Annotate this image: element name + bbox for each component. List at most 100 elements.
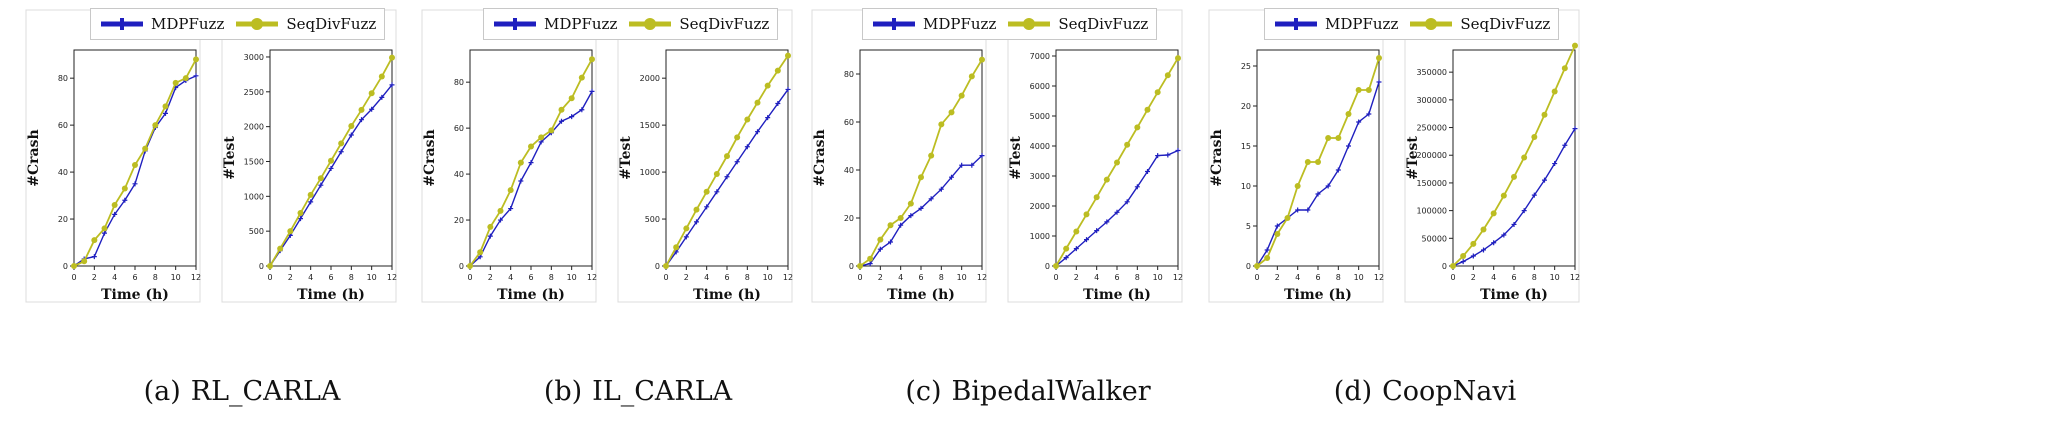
x-tick-label: 0 xyxy=(71,273,76,282)
y-axis-label: #Crash xyxy=(1209,129,1225,186)
x-tick-label: 8 xyxy=(745,273,750,282)
data-point-seqdivfuzz xyxy=(1345,111,1352,117)
data-point-seqdivfuzz xyxy=(1134,124,1141,131)
data-point-mdpfuzz xyxy=(1114,209,1120,215)
data-point-mdpfuzz xyxy=(1165,152,1171,158)
legend-label-seqdivfuzz: SeqDivFuzz xyxy=(1460,15,1551,33)
data-point-seqdivfuzz xyxy=(734,134,741,141)
data-point-seqdivfuzz xyxy=(101,225,108,232)
data-point-mdpfuzz xyxy=(1145,169,1150,174)
data-point-seqdivfuzz xyxy=(589,56,595,63)
data-point-mdpfuzz xyxy=(308,199,314,205)
legend-item-mdpfuzz: MDPFuzz xyxy=(1273,15,1398,33)
legend: MDPFuzz SeqDivFuzz xyxy=(1264,8,1560,40)
x-tick-label: 10 xyxy=(1354,273,1364,282)
data-point-seqdivfuzz xyxy=(764,82,771,89)
data-point-seqdivfuzz xyxy=(568,95,575,102)
data-point-mdpfuzz xyxy=(1542,177,1547,183)
x-tick-label: 8 xyxy=(1532,273,1537,282)
subplot-frame xyxy=(221,9,397,303)
data-point-mdpfuzz xyxy=(369,106,375,112)
data-point-seqdivfuzz xyxy=(948,109,955,116)
panel-caption: (d) CoopNavi xyxy=(1175,376,1675,407)
data-point-mdpfuzz xyxy=(1346,143,1351,149)
y-tick-label: 20 xyxy=(1241,102,1251,111)
data-point-seqdivfuzz xyxy=(1490,210,1497,217)
x-tick-label: 2 xyxy=(92,273,97,282)
y-tick-label: 60 xyxy=(58,121,68,130)
x-tick-label: 12 xyxy=(783,273,793,282)
x-axis-label: Time (h) xyxy=(887,287,955,303)
y-tick-label: 20 xyxy=(58,215,68,224)
data-point-mdpfuzz xyxy=(928,196,934,202)
y-tick-label: 1000 xyxy=(640,168,660,177)
data-point-seqdivfuzz xyxy=(928,152,935,159)
data-point-seqdivfuzz xyxy=(538,134,545,141)
legend-label-mdpfuzz: MDPFuzz xyxy=(1325,15,1399,33)
data-point-mdpfuzz xyxy=(1124,199,1130,205)
x-tick-label: 8 xyxy=(153,273,158,282)
x-tick-label: 6 xyxy=(328,273,333,282)
data-point-seqdivfuzz xyxy=(713,170,720,177)
y-tick-label: 1500 xyxy=(244,157,264,166)
subplot-frame xyxy=(617,9,793,303)
data-point-mdpfuzz xyxy=(704,204,710,210)
data-point-mdpfuzz xyxy=(579,107,585,113)
y-axis-label: #Test xyxy=(222,136,238,180)
data-point-mdpfuzz xyxy=(193,73,199,79)
data-point-mdpfuzz xyxy=(765,115,771,121)
data-point-seqdivfuzz xyxy=(703,188,710,195)
caption-tag: (a) xyxy=(143,376,181,407)
data-point-seqdivfuzz xyxy=(1114,159,1120,166)
legend: MDPFuzz SeqDivFuzz xyxy=(90,8,386,40)
data-point-mdpfuzz xyxy=(867,261,873,267)
data-point-seqdivfuzz xyxy=(1093,194,1100,201)
data-point-mdpfuzz xyxy=(1073,246,1079,252)
y-tick-label: 80 xyxy=(454,78,464,87)
legend-label-seqdivfuzz: SeqDivFuzz xyxy=(1058,15,1149,33)
data-point-seqdivfuzz xyxy=(578,74,585,81)
data-point-seqdivfuzz xyxy=(528,143,534,150)
legend-swatch-seqdivfuzz xyxy=(629,18,672,30)
y-tick-label: 1000 xyxy=(1030,232,1050,241)
data-point-mdpfuzz xyxy=(1315,191,1321,197)
y-tick-label: 60 xyxy=(454,124,464,133)
data-point-seqdivfuzz xyxy=(958,92,965,99)
x-axis-label: Time (h) xyxy=(1480,287,1548,303)
x-tick-label: 0 xyxy=(1254,273,1259,282)
data-point-seqdivfuzz xyxy=(1480,226,1487,233)
data-point-seqdivfuzz xyxy=(338,140,345,147)
caption-name: BipedalWalker xyxy=(951,376,1151,407)
data-point-seqdivfuzz xyxy=(1264,255,1271,261)
data-point-seqdivfuzz xyxy=(297,210,304,217)
legend-item-mdpfuzz: MDPFuzz xyxy=(871,15,996,33)
data-point-mdpfuzz xyxy=(1531,192,1537,198)
y-tick-label: 2000 xyxy=(1030,202,1050,211)
data-point-seqdivfuzz xyxy=(487,223,494,230)
y-tick-label: 7000 xyxy=(1030,52,1050,61)
data-point-seqdivfuzz xyxy=(1164,72,1171,79)
data-point-seqdivfuzz xyxy=(1500,192,1507,199)
data-point-mdpfuzz xyxy=(569,114,575,120)
x-tick-label: 8 xyxy=(1336,273,1341,282)
data-point-mdpfuzz xyxy=(122,197,128,203)
y-tick-label: 0 xyxy=(259,262,264,271)
data-point-mdpfuzz xyxy=(1491,240,1497,246)
legend-swatch-seqdivfuzz xyxy=(1410,18,1453,30)
panel-c: 0 20 40 60 80 0 2 4 6 8 10 12 Time (h) #Crash 0 1000 200… xyxy=(808,8,1308,358)
x-tick-label: 0 xyxy=(467,273,472,282)
data-point-seqdivfuzz xyxy=(317,175,324,182)
y-tick-label: 0 xyxy=(655,262,660,271)
data-point-mdpfuzz xyxy=(775,101,781,107)
data-point-mdpfuzz xyxy=(1175,148,1181,153)
y-tick-label: 15 xyxy=(1241,142,1251,151)
legend-item-mdpfuzz: MDPFuzz xyxy=(99,15,224,33)
y-axis-label: #Crash xyxy=(422,129,438,186)
data-point-mdpfuzz xyxy=(389,82,395,88)
data-point-seqdivfuzz xyxy=(897,215,904,221)
panel-caption: (a) RL_CARLA xyxy=(0,376,492,407)
data-point-mdpfuzz xyxy=(348,132,354,138)
y-tick-label: 80 xyxy=(844,70,854,79)
x-tick-label: 2 xyxy=(488,273,493,282)
data-point-seqdivfuzz xyxy=(1355,87,1362,93)
